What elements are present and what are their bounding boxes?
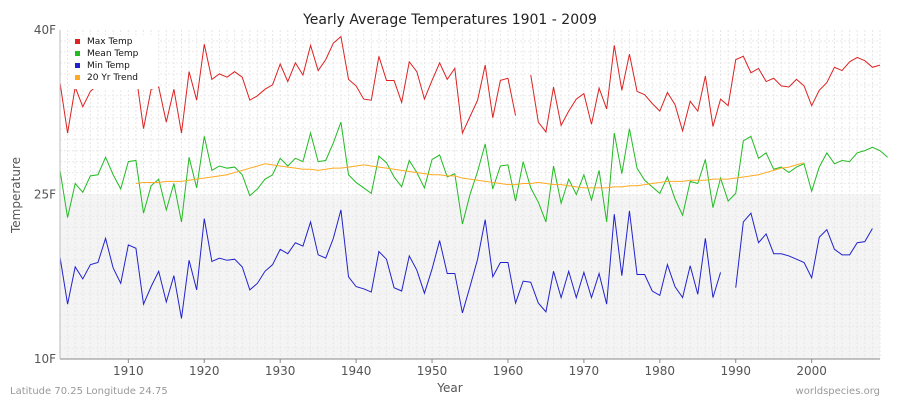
legend-swatch: [75, 63, 80, 68]
axes: [59, 30, 880, 360]
x-tick-label: 1930: [265, 364, 296, 378]
legend-swatch: [75, 39, 80, 44]
series-min-temp: [59, 209, 873, 319]
x-tick-label: 1950: [417, 364, 448, 378]
chart-title: Yearly Average Temperatures 1901 - 2009: [302, 12, 597, 28]
x-tick-label: 1980: [645, 364, 676, 378]
x-tick-label: 1920: [189, 364, 220, 378]
y-tick-label: 40F: [34, 23, 56, 37]
x-tick-label: 1970: [569, 364, 600, 378]
legend-label: Max Temp: [87, 37, 133, 47]
series-line-segment: [59, 209, 722, 319]
legend-label: Mean Temp: [87, 49, 139, 59]
series-line-segment: [135, 162, 805, 189]
legend-label: 20 Yr Trend: [87, 73, 138, 83]
legend-swatch: [75, 51, 80, 56]
location-footer: Latitude 70.25 Longitude 24.75: [10, 386, 168, 397]
y-tick-label: 10F: [34, 352, 56, 366]
x-tick-label: 1960: [493, 364, 524, 378]
y-axis-label: Temperature: [9, 157, 23, 234]
x-tick-label: 2000: [796, 364, 827, 378]
series-line-segment: [735, 212, 873, 288]
grid-lines: [59, 30, 881, 359]
y-axis-ticks: 10F 25F 40F: [34, 23, 56, 366]
source-footer: worldspecies.org: [796, 386, 880, 397]
legend-swatch: [75, 75, 80, 80]
x-axis-label: Year: [436, 381, 462, 395]
series-20-yr-trend: [135, 162, 805, 189]
series-line-segment: [530, 45, 881, 134]
x-tick-label: 1910: [113, 364, 144, 378]
x-tick-label: 1940: [341, 364, 372, 378]
legend-label: Min Temp: [87, 61, 130, 71]
legend: Max Temp Mean Temp Min Temp 20 Yr Trend: [70, 35, 158, 89]
x-axis-ticks: 1910 1920 1930 1940 1950 1960 1970 1980 1990 2000: [113, 359, 827, 378]
y-tick-label: 25F: [34, 188, 56, 202]
legend-box: [70, 35, 158, 89]
x-tick-label: 1990: [720, 364, 751, 378]
